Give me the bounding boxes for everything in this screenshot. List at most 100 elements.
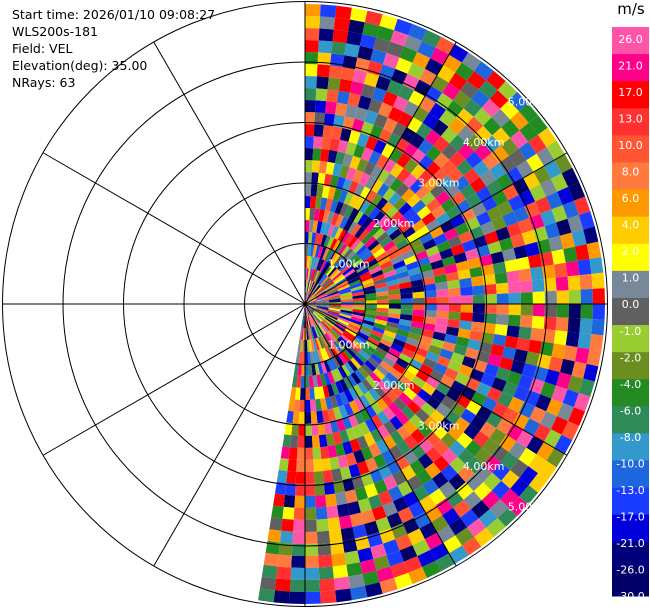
velocity-gate (500, 488, 519, 508)
velocity-gate (379, 338, 393, 348)
velocity-gate (337, 259, 348, 271)
velocity-gate (328, 529, 343, 543)
velocity-gate (289, 579, 305, 592)
velocity-gate (591, 272, 605, 289)
velocity-gate (305, 64, 318, 77)
velocity-gate (409, 459, 425, 476)
velocity-gate (286, 471, 297, 484)
velocity-gate (345, 167, 357, 181)
velocity-gate (283, 494, 295, 508)
velocity-gate (430, 543, 449, 561)
velocity-gate (308, 375, 314, 388)
velocity-gate (412, 539, 431, 557)
velocity-gate (442, 82, 461, 101)
colorbar-tick-label: 2.0 (622, 245, 640, 258)
velocity-gate (414, 79, 431, 97)
velocity-gate (373, 349, 386, 361)
velocity-gate (364, 520, 380, 536)
velocity-gate (307, 268, 311, 281)
velocity-gate (353, 410, 365, 425)
velocity-gate (316, 518, 329, 532)
velocity-gate (578, 211, 595, 230)
velocity-gate (439, 481, 456, 499)
velocity-gate (390, 163, 404, 178)
velocity-gate (316, 337, 323, 350)
velocity-gate (383, 117, 398, 133)
velocity-gate (465, 473, 484, 492)
velocity-gate (536, 353, 552, 370)
velocity-gate (407, 332, 421, 342)
velocity-gate (352, 294, 365, 299)
velocity-gate (282, 506, 295, 520)
velocity-gate (388, 299, 401, 304)
velocity-gate (340, 527, 355, 541)
velocity-gate (396, 270, 410, 280)
velocity-gate (330, 270, 341, 280)
velocity-gate (324, 317, 336, 326)
colorbar-tick-label: -8.0 (620, 431, 641, 444)
velocity-gate (310, 411, 318, 424)
velocity-gate (322, 347, 330, 360)
velocity-gate (426, 198, 441, 213)
velocity-gate (546, 191, 563, 210)
velocity-gate (322, 279, 333, 289)
velocity-gate (369, 371, 382, 385)
velocity-gate (311, 363, 317, 376)
velocity-gate (523, 418, 541, 436)
velocity-gate (420, 269, 435, 280)
velocity-gate (388, 289, 401, 296)
velocity-gate (536, 238, 552, 255)
velocity-gate (447, 424, 464, 441)
velocity-gate (560, 232, 575, 250)
velocity-gate (306, 327, 309, 340)
velocity-gate (309, 282, 316, 294)
velocity-gate (319, 336, 327, 348)
velocity-gate (333, 480, 345, 494)
velocity-gate (449, 151, 466, 168)
velocity-gate (491, 108, 511, 128)
velocity-gate (406, 193, 421, 208)
velocity-gate (472, 160, 490, 177)
velocity-gate (305, 459, 314, 472)
velocity-gate (346, 274, 359, 283)
velocity-gate (414, 347, 429, 358)
velocity-gate (546, 448, 565, 468)
velocity-gate (435, 382, 451, 396)
velocity-gate (575, 244, 590, 261)
velocity-gate (282, 434, 292, 448)
velocity-gate (398, 392, 412, 406)
velocity-gate (348, 321, 361, 329)
velocity-gate (350, 316, 363, 323)
velocity-gate (419, 263, 433, 273)
velocity-gate (425, 161, 441, 177)
velocity-gate (495, 367, 511, 382)
velocity-gate (447, 319, 461, 329)
colorbar-swatch (612, 541, 649, 570)
velocity-gate (337, 316, 350, 324)
velocity-gate (399, 314, 413, 321)
velocity-gate (506, 424, 524, 442)
velocity-gate (442, 341, 456, 353)
velocity-gate (320, 4, 337, 18)
velocity-gate (533, 226, 549, 242)
velocity-gate (406, 400, 421, 415)
velocity-gate (524, 201, 541, 218)
velocity-gate (329, 329, 339, 340)
velocity-gate (525, 351, 540, 367)
velocity-gate (460, 80, 479, 99)
velocity-gate (332, 239, 341, 252)
velocity-gate (555, 276, 569, 291)
velocity-gate (324, 263, 334, 275)
velocity-gate (340, 307, 353, 312)
velocity-gate (388, 485, 404, 502)
velocity-gate (314, 325, 322, 337)
velocity-gate (457, 269, 471, 280)
velocity-gate (352, 69, 368, 84)
velocity-gate (331, 41, 347, 56)
velocity-gate (353, 210, 364, 224)
velocity-gate (347, 501, 361, 516)
velocity-gate (344, 205, 354, 219)
velocity-gate (456, 394, 472, 409)
velocity-gate (332, 29, 349, 44)
velocity-gate (340, 245, 351, 258)
